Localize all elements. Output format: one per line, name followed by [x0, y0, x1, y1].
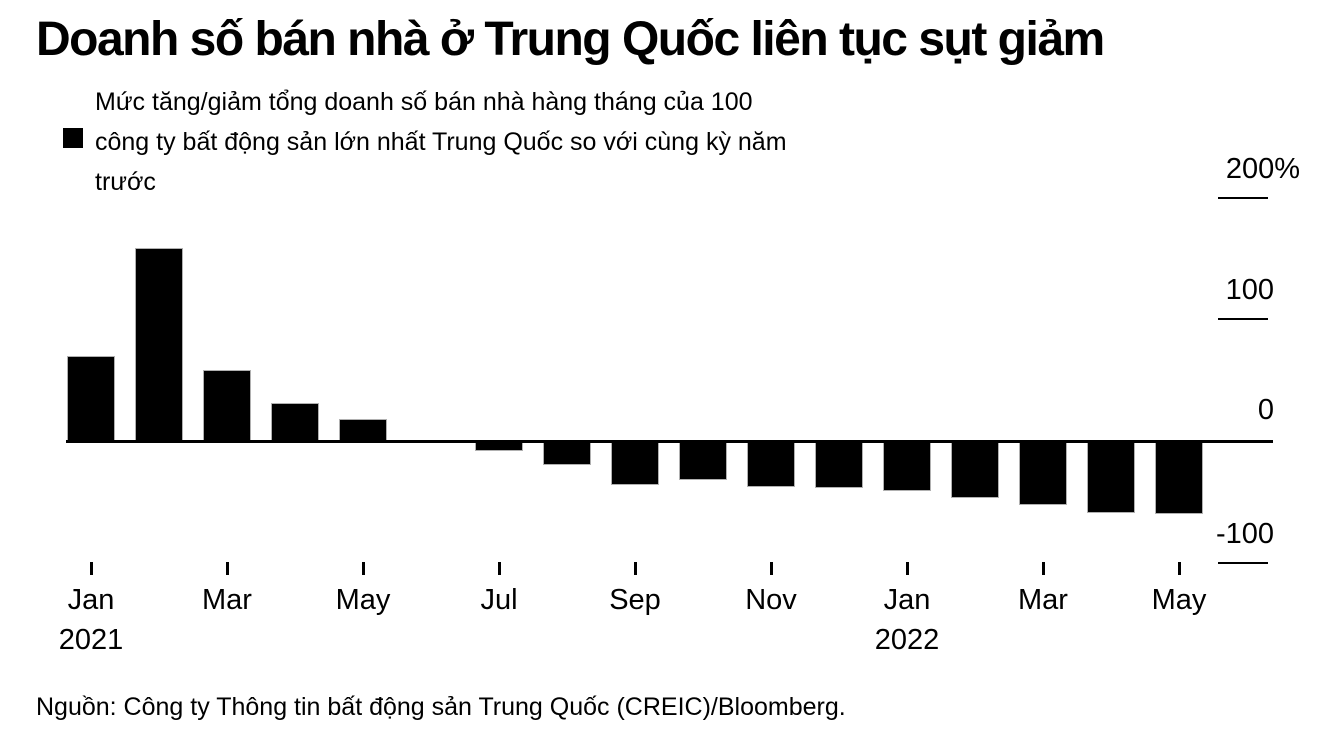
y-axis-tick-label: -100: [1215, 517, 1274, 550]
bar: [815, 441, 863, 489]
y-axis-tick-line: [1218, 318, 1268, 321]
x-axis-tick-label: May: [335, 584, 391, 616]
zero-axis-line: [66, 440, 1273, 443]
chart-title: Doanh số bán nhà ở Trung Quốc liên tục s…: [36, 13, 1105, 66]
x-axis-tick: [225, 562, 229, 575]
legend-text-line: Mức tăng/giảm tổng doanh số bán nhà hàng…: [95, 88, 753, 116]
x-axis-tick-label: Jul: [480, 584, 518, 616]
source-note: Nguồn: Công ty Thông tin bất động sản Tr…: [36, 693, 846, 721]
bar: [1155, 441, 1203, 514]
x-axis-tick: [633, 562, 637, 575]
bar: [883, 441, 931, 491]
legend-text-line: công ty bất động sản lớn nhất Trung Quốc…: [95, 128, 787, 156]
x-axis-tick-label: Mar: [1018, 584, 1068, 616]
x-axis-tick-label: Jan: [883, 584, 931, 616]
y-axis-tick-line: [1218, 196, 1268, 199]
y-axis-tick-label: 200%: [1225, 152, 1300, 185]
bar: [679, 441, 727, 480]
x-axis-tick-label: Nov: [745, 584, 797, 616]
x-axis-tick-label: May: [1151, 584, 1207, 616]
x-axis-tick: [905, 562, 909, 575]
bar: [203, 370, 251, 441]
y-axis-tick-label: 100: [1225, 274, 1274, 307]
bar: [271, 403, 319, 441]
y-axis-tick-label: 0: [1257, 394, 1274, 426]
bar: [67, 355, 115, 441]
x-axis-year-label: 2022: [874, 624, 940, 656]
x-axis-tick: [497, 562, 501, 575]
bar: [1087, 441, 1135, 513]
x-axis-tick: [361, 562, 365, 575]
x-axis-tick: [769, 562, 773, 575]
x-axis-tick: [1041, 562, 1045, 575]
y-axis-tick-line: [1218, 561, 1268, 564]
x-axis-year-label: 2021: [58, 624, 124, 656]
legend-swatch-icon: [63, 128, 83, 148]
bar: [543, 441, 591, 466]
x-axis-tick: [89, 562, 93, 575]
bar: [951, 441, 999, 499]
bar: [1019, 441, 1067, 506]
bar: [611, 441, 659, 485]
x-axis-tick: [1177, 562, 1181, 575]
bar: [135, 247, 183, 441]
x-axis-tick-label: Sep: [609, 584, 661, 616]
bar: [339, 419, 387, 441]
x-axis-tick-label: Mar: [202, 584, 252, 616]
x-axis-tick-label: Jan: [67, 584, 115, 616]
legend-text-line: trước: [95, 168, 156, 196]
bar: [747, 441, 795, 488]
